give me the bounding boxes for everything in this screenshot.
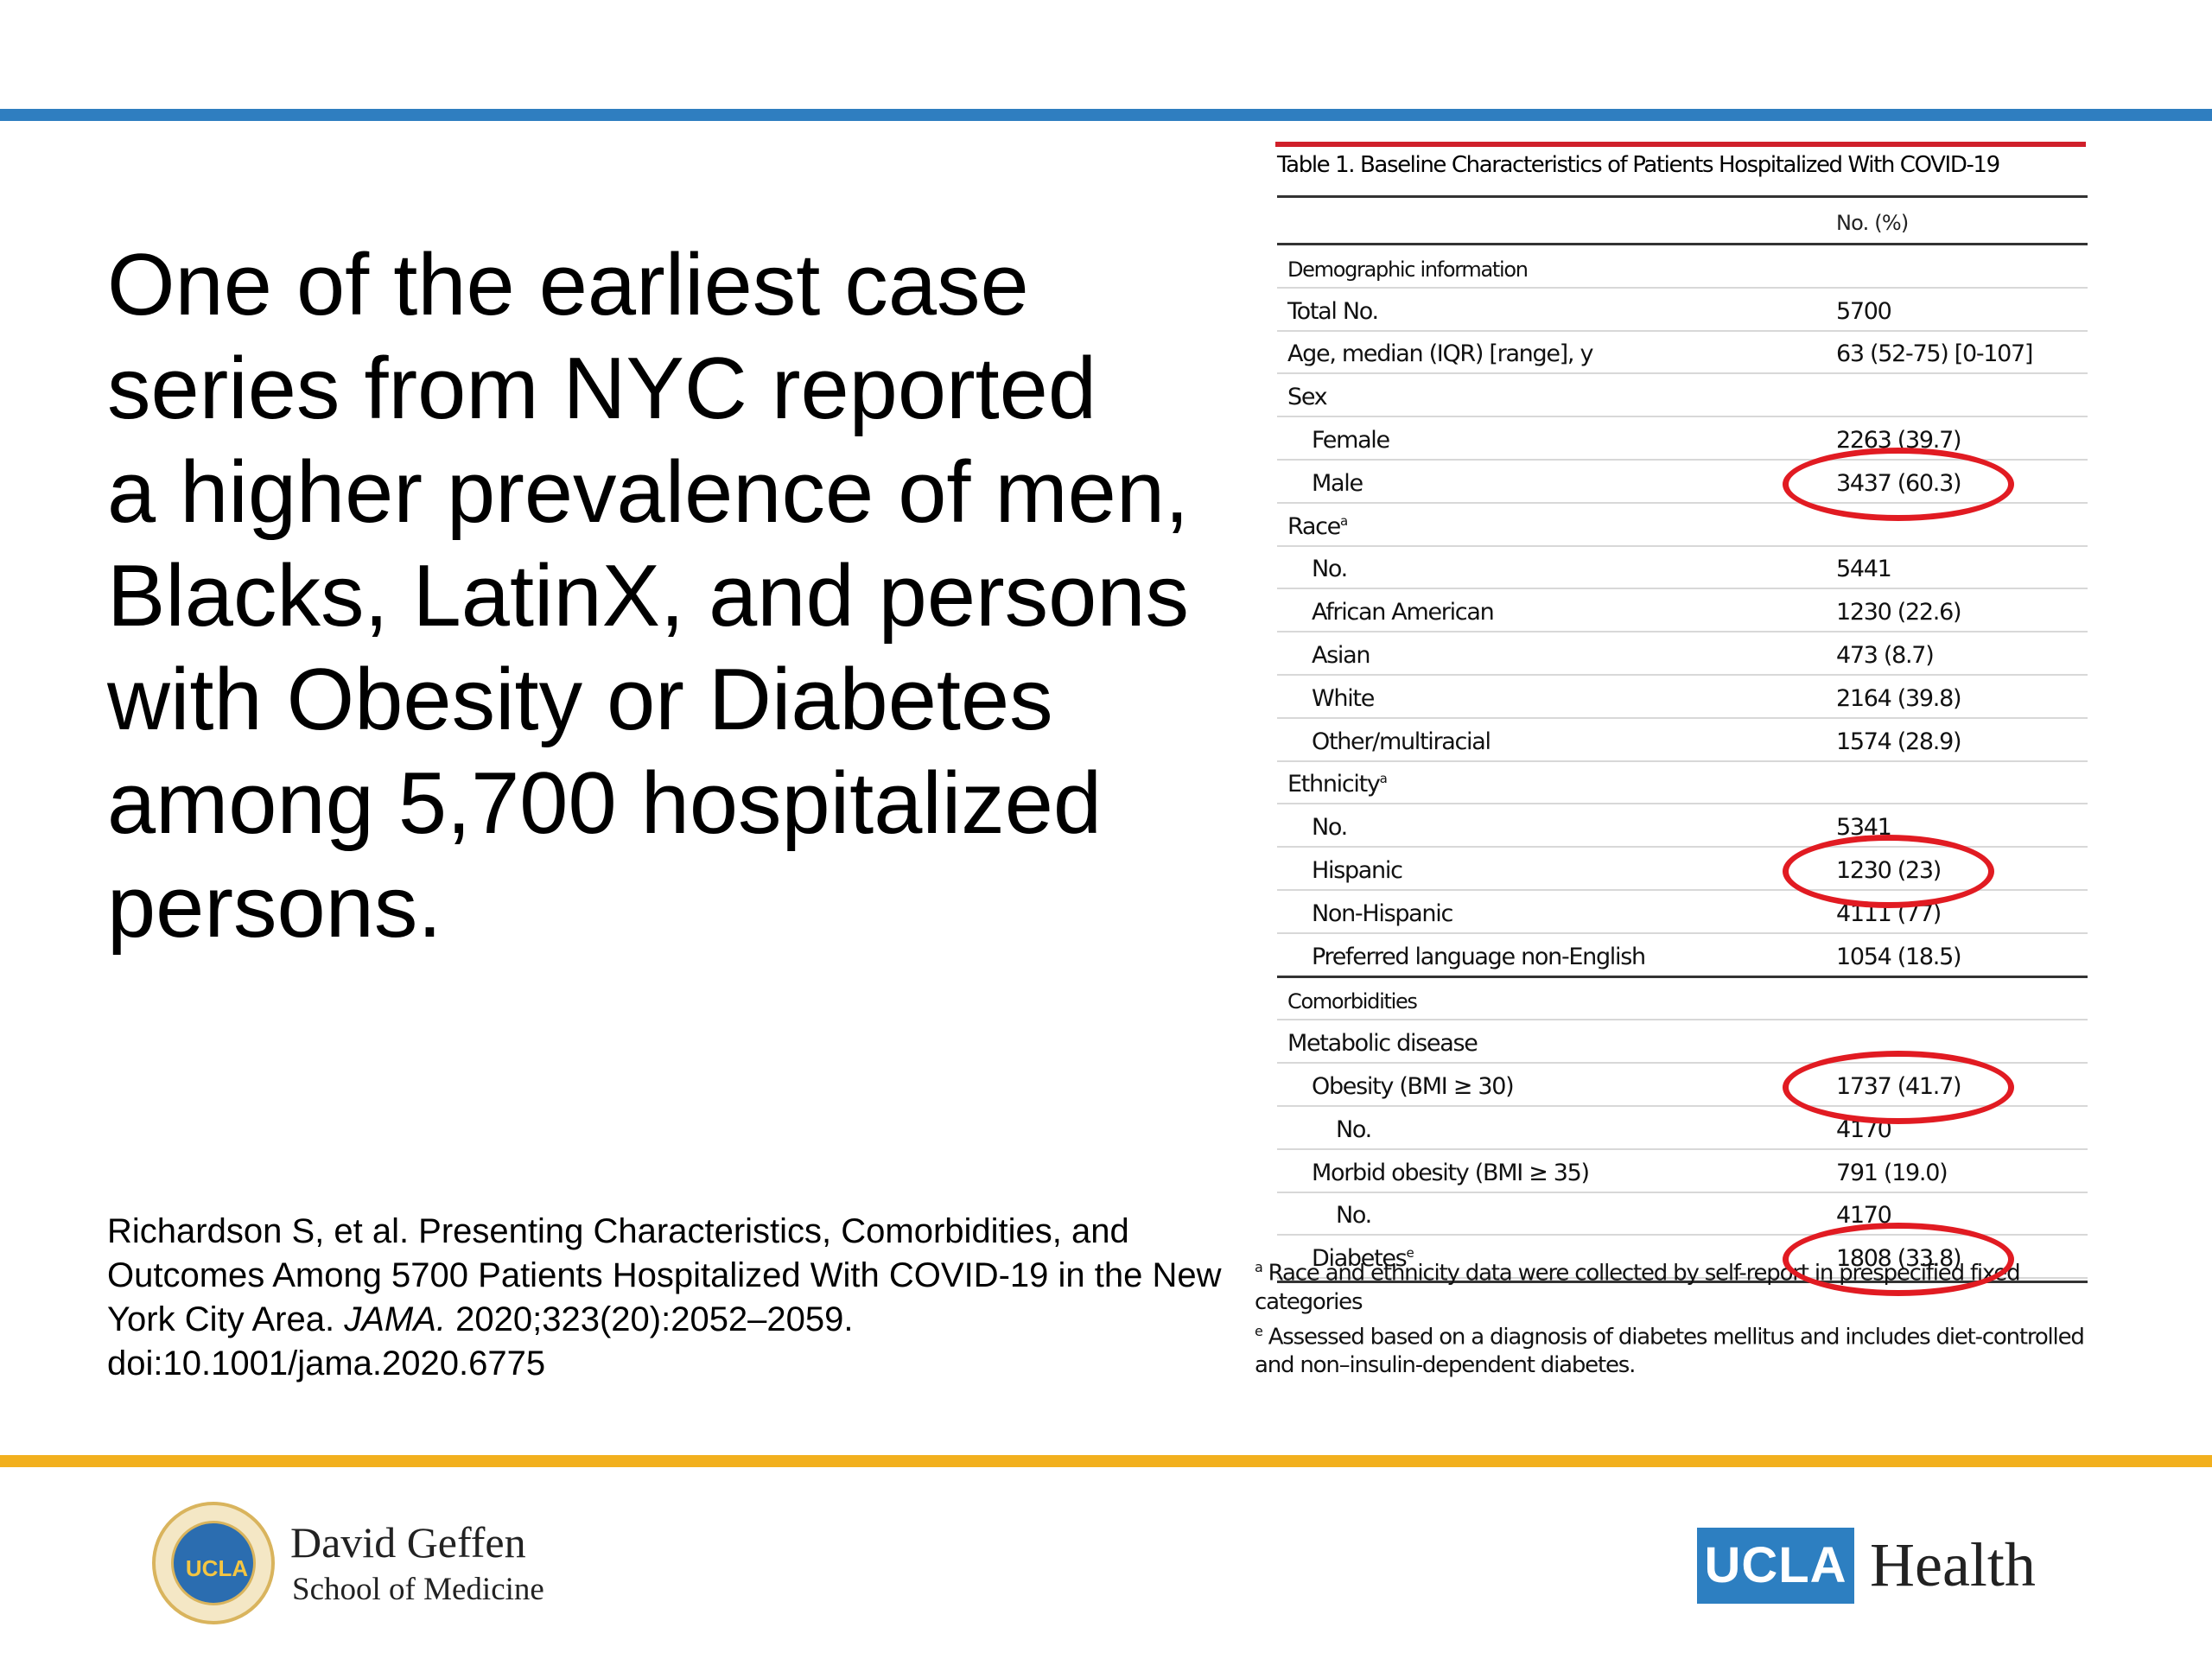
row-label: Sex [1287,384,1328,411]
seal-text: UCLA [185,1555,249,1581]
table-row: No. 4170 [1277,1193,2088,1236]
ucla-box: UCLA [1697,1528,1854,1604]
row-value: 1574 (28.9) [1836,728,1961,755]
health-word: Health [1870,1530,2036,1599]
row-label: Demographic information [1287,257,1529,282]
table-row: Asian 473 (8.7) [1277,632,2088,676]
row-label: Age, median (IQR) [range], y [1287,340,1593,368]
row-label: Other/multiracial [1312,728,1491,755]
table-row: Morbid obesity (BMI ≥ 35) 791 (19.0) [1277,1150,2088,1193]
row-label: Racea [1287,512,1348,540]
bottom-gold-rule [0,1455,2212,1467]
row-label: Non-Hispanic [1312,899,1453,927]
row-value: 5700 [1836,297,1892,325]
highlight-circle [1783,1050,2015,1124]
table-header-rule [1277,243,2088,245]
citation-journal: JAMA. [344,1300,446,1338]
dgsom-name: David Geffen [290,1518,526,1567]
row-label: Asian [1312,641,1371,669]
table-row: No. 5441 [1277,547,2088,590]
row-label: Obesity (BMI ≥ 30) [1312,1072,1515,1100]
footnote-mark: a [1339,512,1348,529]
row-label: Diabetese [1312,1245,1414,1273]
row-label: Total No. [1287,297,1379,325]
row-label: Morbid obesity (BMI ≥ 35) [1312,1159,1590,1186]
row-value: 1054 (18.5) [1836,943,1961,970]
row-label: No. [1336,1116,1372,1143]
footnote: e Assessed based on a diagnosis of diabe… [1255,1317,2101,1381]
dgsom-logo: UCLA David Geffen School of Medicine [152,1502,567,1630]
ucla-health-logo: UCLA Health [1697,1528,2060,1605]
row-label: Female [1312,426,1390,454]
footnote-mark: e [1406,1245,1414,1262]
row-value: 1230 (22.6) [1836,599,1961,626]
slide-headline: One of the earliest case series from NYC… [107,237,1190,956]
table-row: Metabolic disease [1277,1020,2088,1065]
highlight-circle [1783,1223,2015,1297]
row-value: 5441 [1836,556,1892,583]
table-row: Ethnicitya [1277,762,2088,805]
table-row: Non-Hispanic 4111 (77) [1277,891,2088,934]
table-row: No. 4170 [1277,1107,2088,1150]
table-body: Demographic information Total No. 5700 Age,… [1277,245,2088,1280]
table-bottom-rule [1277,1281,2088,1283]
table-row: Racea [1277,504,2088,547]
highlight-circle [1783,834,1995,908]
footnote-mark: a [1379,771,1388,787]
table-title: Table 1. Baseline Characteristics of Pat… [1277,152,2000,178]
row-label: African American [1312,599,1495,626]
table-row: Demographic information [1277,245,2088,289]
table-column-header: No. (%) [1836,211,1909,235]
row-value: 2164 (39.8) [1836,684,1961,712]
row-label: Comorbidities [1287,989,1418,1014]
table-accent-rule [1275,142,2086,147]
ucla-seal-icon: UCLA [152,1502,275,1624]
footnote-mark: e [1255,1322,1263,1339]
row-value: 791 (19.0) [1836,1159,1948,1186]
row-label: No. [1312,814,1348,842]
footnote-text: Assessed based on a diagnosis of diabete… [1255,1324,2085,1379]
table-row: Other/multiracial 1574 (28.9) [1277,719,2088,762]
table-row: White 2164 (39.8) [1277,676,2088,719]
citation-details: 2020;323(20):2052–2059. doi:10.1001/jama… [107,1300,854,1382]
table-row: Age, median (IQR) [range], y 63 (52-75) [… [1277,332,2088,375]
footnote-mark: a [1255,1259,1263,1275]
table-row: Sex [1277,374,2088,418]
citation: Richardson S, et al. Presenting Characte… [107,1210,1248,1386]
row-label: Male [1312,469,1363,497]
table-row: Comorbidities [1277,978,2088,1021]
top-blue-rule [0,109,2212,121]
table-row: Preferred language non-English 1054 (18.5… [1277,934,2088,978]
row-value: 63 (52-75) [0-107] [1836,340,2033,368]
dgsom-subtitle: School of Medicine [292,1572,544,1607]
row-label: Hispanic [1312,856,1403,884]
row-label: No. [1312,556,1348,583]
row-label: Metabolic disease [1287,1030,1478,1058]
table-title-rule [1277,195,2088,198]
table-row: Total No. 5700 [1277,289,2088,332]
row-value: 473 (8.7) [1836,641,1935,669]
table-row: African American 1230 (22.6) [1277,589,2088,633]
citation-text: Richardson S, et al. Presenting Characte… [107,1212,1222,1338]
row-label: Preferred language non-English [1312,943,1646,970]
row-label: No. [1336,1202,1372,1230]
row-label: White [1312,684,1375,712]
highlight-circle [1783,447,2015,521]
table-row: No. 5341 [1277,804,2088,849]
row-label: Ethnicitya [1287,771,1388,798]
